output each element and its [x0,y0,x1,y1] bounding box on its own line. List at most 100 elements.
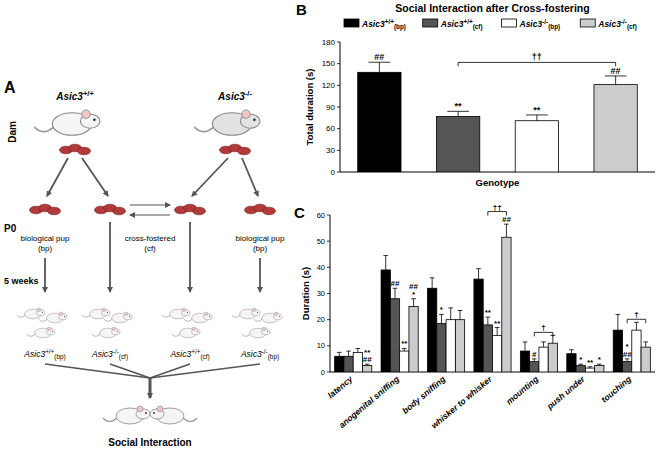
text-part: (bp) [394,23,406,31]
mouse-eye [52,331,53,332]
bar [493,335,502,372]
bracket [627,319,646,323]
error-bar [617,314,618,330]
bar [623,362,632,372]
x-tick-label: mounting [504,373,541,406]
bar [381,270,390,372]
y-tick-label: 0 [321,368,325,377]
error-cap [616,314,621,315]
error-cap [448,307,453,308]
mouse-eye [145,412,147,414]
bars [358,62,638,172]
bar [428,288,437,372]
y-tick-label: 60 [326,124,335,133]
error-cap [356,348,361,349]
text-part: Asic3 [217,91,245,102]
legend-swatch [502,19,517,27]
mouse-eye [107,312,108,313]
bar [390,299,399,372]
error-bar [543,342,544,347]
mouse-eye [279,316,280,317]
error-bar [571,350,572,354]
error-bar [339,352,340,356]
y-tick-label: 120 [322,81,336,90]
x-tick-label: touching [599,373,634,404]
mouse [242,327,270,338]
outcome-label: Social Interaction [108,437,191,448]
mouse-tail [27,334,35,336]
error-bar [478,269,479,279]
pup-label: (bp) [38,244,53,253]
pup-label: biological pup [21,234,70,243]
text-part: Asic3 [169,349,191,359]
mouse-eye [257,312,258,313]
text-part: Asic3 [440,19,464,29]
text-part: (cf) [119,353,128,361]
group-label: Asic3+/+(bp) [23,348,65,361]
pups [60,144,91,155]
bar [455,320,464,372]
y-tick-label: 20 [317,315,325,324]
error-cap [346,351,351,352]
mouse [184,312,212,323]
legend-label: Asic3-/-(bp) [519,18,561,31]
text-part: +/+ [191,348,200,355]
mouse-ear [252,308,256,312]
error-bar [395,288,396,298]
mouse-ear [102,308,106,312]
y-axis-label: Total duration (s) [304,69,315,146]
legend-swatch [580,19,595,27]
error-bar [458,111,459,116]
mouse-ear [37,308,41,312]
y-tick-label: 150 [322,59,336,68]
text-part: Asic3 [361,19,385,29]
mouse-tail [103,418,117,422]
bar [335,356,344,372]
bar [594,85,637,172]
dam-label: Asic3-/- [217,89,252,102]
bar [483,325,492,372]
bar [530,362,539,372]
mouse-eye [253,119,256,122]
pup [113,207,126,215]
mouse-ear [124,312,128,316]
mouse-ear [262,327,266,331]
error-cap [569,349,574,350]
annotations: ##****##†† [374,52,620,115]
mouse-tail [194,127,214,132]
significance-label: ## [391,279,400,288]
mouse-eye [197,331,198,332]
arrow [149,378,152,398]
text-part: Asic3 [23,349,45,359]
title: Social Interaction after Cross-fostering [395,2,589,14]
mouse-ear [47,327,51,331]
text-part: +/+ [463,18,472,25]
y-tick-label: 10 [317,341,325,350]
pups [220,144,251,155]
mouse-tail [39,319,47,321]
pup [48,207,61,215]
y-axis [330,215,331,372]
pup [263,207,276,215]
error-cap [430,277,435,278]
error-bar [432,278,433,288]
bar [437,324,446,372]
mouse [103,406,150,424]
mouse [92,327,120,338]
mouse-ear [182,308,186,312]
mouse-tail [242,334,250,336]
significance-label: ## [374,52,384,62]
legend-swatch [423,19,438,27]
bar [613,330,622,372]
legend-label: Asic3+/+(bp) [361,18,406,31]
error-bar [506,224,507,237]
text-part: Asic3 [91,349,113,359]
bar [358,72,401,172]
mouse-tail [82,315,90,317]
bar [595,365,604,372]
mouse-eye [153,412,155,414]
group-label: Asic3-/-(cf) [91,348,128,361]
text-part: (bp) [268,353,279,361]
bars [335,224,651,372]
dam-label: Asic3+/+ [55,89,94,102]
